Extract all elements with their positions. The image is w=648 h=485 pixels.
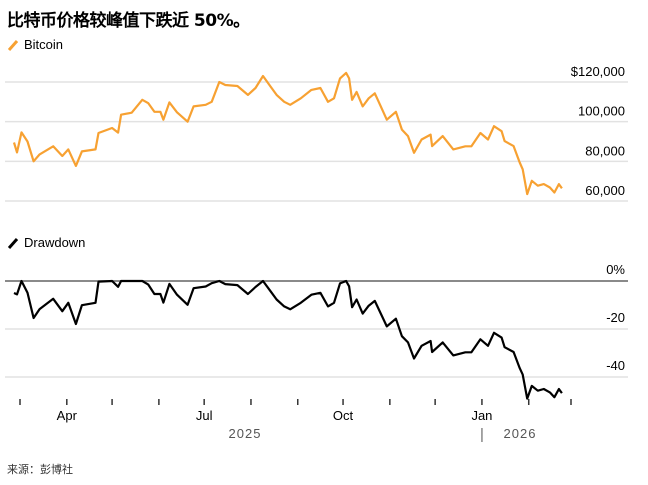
price-tick-label: $120,000 (571, 64, 625, 79)
price-tick-label: 60,000 (585, 183, 625, 198)
legend-drawdown: Drawdown (8, 235, 85, 250)
price-tick-label: 100,000 (578, 104, 625, 119)
black-slash-icon (8, 237, 18, 249)
drawdown-line (13, 279, 563, 400)
price-tick-label: 80,000 (585, 143, 625, 158)
chart-title: 比特币价格较峰值下跌近 50%。 (7, 11, 250, 31)
orange-slash-icon (8, 39, 18, 51)
bitcoin-price-line (12, 71, 563, 196)
drawdown-tick-label: -40 (606, 358, 625, 373)
year-label-2025: 2025 (229, 426, 262, 441)
month-label-jul: Jul (196, 408, 213, 423)
month-label-jan: Jan (471, 408, 492, 423)
legend-drawdown-label: Drawdown (24, 235, 86, 250)
year-label-2026: 2026 (504, 426, 537, 441)
drawdown-tick-label: -20 (606, 310, 625, 325)
legend-bitcoin-label: Bitcoin (24, 37, 64, 52)
source-note: 来源：彭博社 (7, 463, 73, 476)
drawdown-tick-label: 0% (606, 262, 625, 277)
legend-bitcoin: Bitcoin (8, 37, 63, 52)
month-label-apr: Apr (57, 408, 78, 423)
month-label-oct: Oct (333, 408, 354, 423)
